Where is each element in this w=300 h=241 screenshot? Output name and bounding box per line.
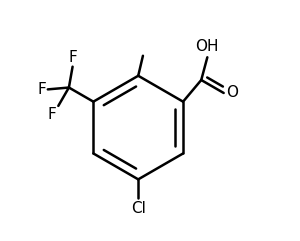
Text: Cl: Cl <box>131 201 146 216</box>
Text: F: F <box>37 82 46 97</box>
Text: O: O <box>226 86 238 100</box>
Text: F: F <box>68 50 77 65</box>
Text: F: F <box>48 107 56 122</box>
Text: OH: OH <box>196 40 219 54</box>
